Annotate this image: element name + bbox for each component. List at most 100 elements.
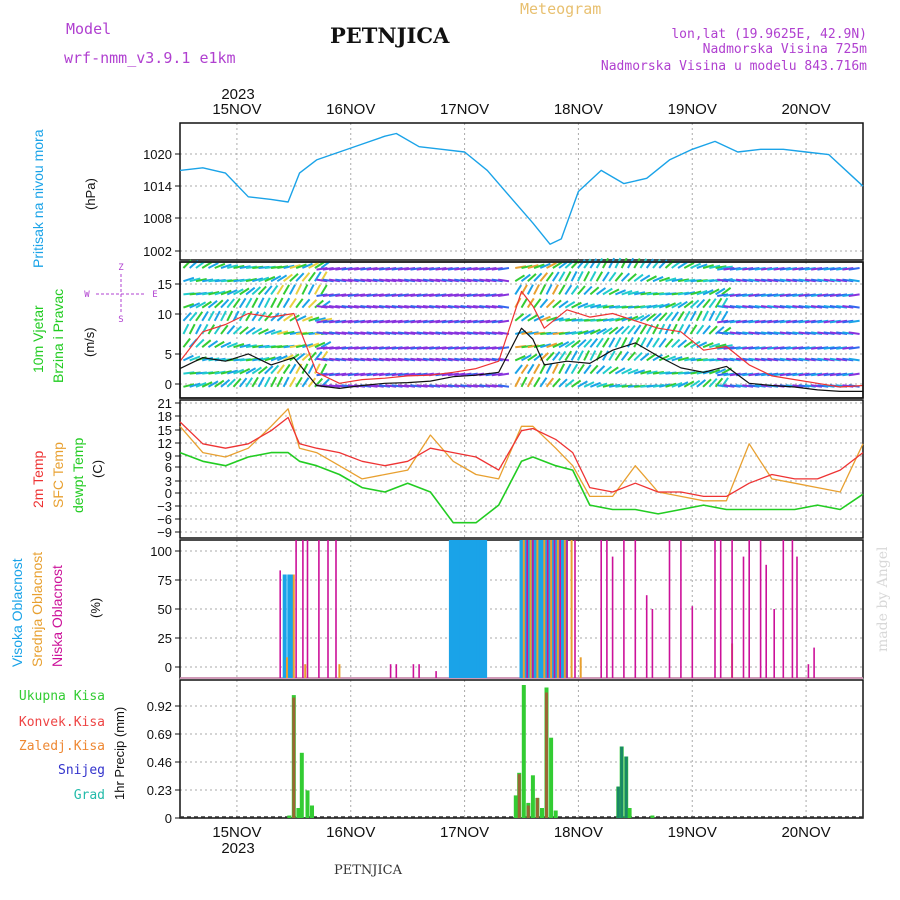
precip-bar — [620, 746, 624, 818]
wind-barb — [596, 382, 608, 388]
cloud-bar — [579, 657, 582, 678]
wind-barb — [301, 272, 311, 282]
wind-barb — [497, 293, 510, 297]
precip-bar — [530, 775, 535, 818]
wind-barb — [257, 311, 266, 322]
wind-barb — [848, 372, 860, 377]
wind-barb — [702, 342, 714, 349]
cloud-bar — [522, 540, 527, 678]
wind-barb — [545, 363, 553, 375]
wind-barb — [283, 313, 294, 322]
precip-bar — [545, 692, 548, 818]
precip-legend-total: Ukupna Kisa — [19, 689, 105, 704]
wind-barb — [589, 350, 597, 361]
cloud-bar — [452, 540, 457, 678]
wind-barb — [576, 270, 584, 282]
wind-barb — [314, 341, 326, 349]
cloud-bar — [563, 540, 566, 678]
wind-barb — [627, 315, 639, 322]
wind-barb — [270, 275, 282, 283]
wind-barb — [620, 272, 631, 282]
wind-barb — [245, 377, 254, 388]
cloud-bar — [483, 540, 488, 678]
wind-barb — [639, 258, 648, 269]
wind-barb — [220, 370, 232, 375]
wind-barb — [295, 263, 307, 269]
cloud-bar — [526, 540, 528, 678]
precip-bar — [549, 737, 554, 818]
wind-barb — [239, 287, 250, 296]
wind-barb — [639, 337, 647, 348]
wind-barb — [570, 339, 581, 348]
wind-barb — [257, 365, 268, 375]
credit-text: made by Angel — [875, 546, 891, 652]
bottom-date-ticks: 15NOV 16NOV 17NOV 18NOV 19NOV 20NOV — [212, 824, 830, 841]
cloud-bar — [318, 540, 320, 678]
y-tick-label: 0 — [165, 486, 172, 501]
wind-barb — [270, 329, 282, 335]
cloud-bar — [338, 664, 341, 678]
y-tick-label: 12 — [158, 436, 172, 451]
cloud-bar — [327, 540, 329, 678]
precip-bar — [535, 797, 539, 818]
wind-barb — [189, 382, 201, 388]
wind-barb — [589, 337, 599, 348]
wind-barb — [232, 325, 243, 335]
wind-barb — [527, 353, 538, 362]
wind-barb — [301, 284, 309, 295]
wind-barb — [683, 310, 691, 322]
wind-barb — [288, 284, 296, 295]
wind-barb — [848, 278, 860, 283]
wind-barb — [577, 380, 588, 388]
panel-precipitation: 0.92 0.69 0.46 0.23 0 — [147, 679, 864, 826]
wind-barb — [214, 379, 225, 388]
wind-barb — [570, 350, 578, 361]
wind-barb — [639, 352, 650, 362]
wind-barb — [602, 304, 614, 309]
cloud-bar — [550, 540, 555, 678]
wind-barb — [183, 302, 195, 309]
wind-barb — [608, 337, 616, 348]
wind-barb — [602, 350, 610, 361]
wind-barb — [257, 297, 265, 309]
wind-barb — [226, 264, 239, 269]
wind-barb — [595, 257, 604, 269]
wind-barb — [201, 339, 212, 348]
wind-barb — [652, 303, 664, 309]
precip-ylabel: 1hr Precip (mm) — [112, 707, 127, 800]
wind-barb — [521, 354, 532, 362]
wind-barb — [551, 284, 559, 295]
wind-barb — [665, 277, 677, 283]
wind-barb — [633, 291, 646, 296]
wind-barb — [307, 363, 315, 375]
wind-barb — [245, 344, 257, 349]
wind-barb — [602, 365, 613, 375]
panel-pressure: 1020 1014 1008 1002 — [143, 122, 864, 261]
wind-barb — [576, 350, 584, 361]
wind-barb — [220, 263, 232, 269]
wind-barb — [583, 270, 591, 282]
wind-barb — [583, 350, 590, 361]
wind-barb — [558, 350, 567, 361]
y-tick-label: 75 — [158, 573, 172, 588]
wind-barb — [295, 352, 306, 362]
cloud-bar — [714, 540, 716, 678]
wind-barb — [645, 258, 655, 269]
wind-barb — [664, 338, 674, 348]
wind-barb — [646, 313, 657, 322]
wind-barb — [308, 316, 320, 322]
wind-barb — [608, 288, 620, 296]
cloud-bar — [566, 540, 568, 678]
wind-barb — [670, 323, 678, 335]
wind-barb — [276, 354, 288, 362]
wind-barb — [571, 379, 582, 388]
wind-barb — [677, 356, 689, 362]
wind-barb — [533, 298, 542, 309]
wind-barb — [308, 342, 320, 349]
wind-barb — [282, 363, 291, 375]
wind-barb — [665, 382, 677, 388]
cloud-bar — [560, 540, 565, 678]
cloud-bar — [522, 540, 525, 678]
precip-bar — [296, 808, 301, 818]
wind-barb — [214, 262, 226, 269]
